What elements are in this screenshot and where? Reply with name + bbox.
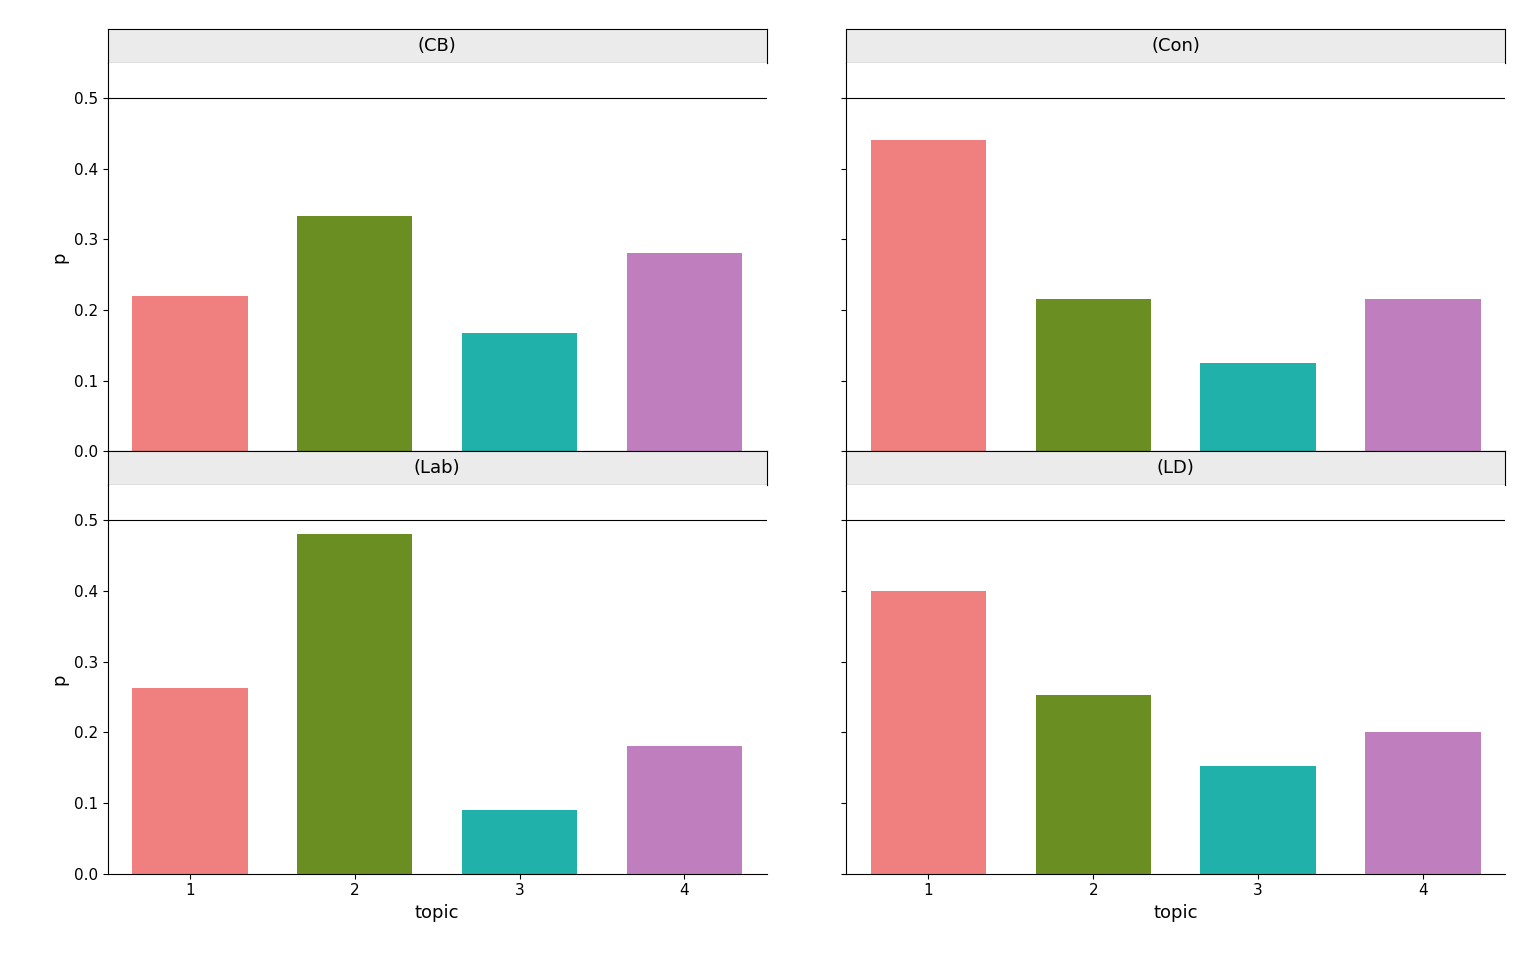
Bar [871, 140, 986, 451]
Text: (Lab): (Lab) [413, 459, 461, 477]
Bar [1366, 300, 1481, 451]
Bar [296, 535, 413, 874]
Bar [1035, 695, 1150, 874]
Y-axis label: p: p [51, 674, 68, 685]
Text: (Con): (Con) [1150, 36, 1200, 55]
Bar [1200, 766, 1316, 874]
X-axis label: topic: topic [1154, 904, 1198, 922]
Bar [296, 216, 413, 451]
Bar [132, 296, 247, 451]
Bar [462, 333, 578, 451]
Bar [1366, 732, 1481, 874]
Bar [1035, 300, 1150, 451]
X-axis label: topic: topic [415, 904, 459, 922]
Bar [132, 687, 247, 874]
Bar [1200, 363, 1316, 451]
Y-axis label: p: p [51, 252, 68, 263]
Text: (LD): (LD) [1157, 459, 1195, 477]
Bar [627, 253, 742, 451]
Bar [462, 810, 578, 874]
Bar [627, 747, 742, 874]
Text: (CB): (CB) [418, 36, 456, 55]
Bar [871, 591, 986, 874]
